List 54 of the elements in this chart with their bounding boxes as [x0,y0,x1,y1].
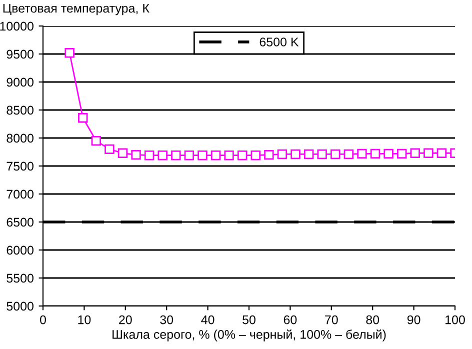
y-tick-label: 8500 [6,106,34,115]
x-tick-label: 20 [119,315,132,324]
x-tick-label: 100 [446,315,465,324]
x-tick-label: 50 [242,315,256,324]
point [78,112,88,123]
x-tick-label: 0 [40,315,46,324]
point [250,150,260,160]
point [424,148,434,158]
point [304,149,314,160]
point [91,136,102,146]
point [357,148,367,159]
point [330,149,340,160]
point [396,148,407,159]
y-tick-label: 5500 [6,274,34,283]
point [436,148,447,158]
x-tick-label: 30 [160,315,174,324]
y-tick-label: 5000 [6,302,34,311]
point [118,148,128,158]
point [317,149,327,160]
x-tick-label: 10 [78,315,91,324]
point [210,150,221,160]
point [158,150,168,160]
legend-label: 6500 K [260,38,299,46]
point [238,150,248,160]
x-tick-label: 40 [201,315,214,324]
y-tick-label: 7500 [6,162,34,171]
y-tick-label: 9000 [6,78,34,87]
x-axis-title: Шкала серого, % (0% – черный, 100% – белый) [112,329,386,342]
x-tick-label: 90 [407,315,420,324]
x-tick-label: 60 [284,315,297,324]
y-tick-label: 7000 [6,190,34,199]
point [144,150,154,160]
x-tick-label: 80 [366,315,380,324]
point [370,148,380,159]
point [131,150,141,160]
point [224,150,234,160]
point [64,48,74,58]
point [171,150,181,160]
y-tick-label: 10000 [0,22,34,31]
point [198,150,208,160]
point [290,149,300,160]
point [277,149,288,160]
x-tick-label: 70 [325,315,338,324]
y-tick-label: 8000 [6,134,34,143]
point [344,149,354,160]
point [104,144,114,154]
point [184,150,194,160]
point [264,150,274,160]
y-tick-label: 6500 [6,218,34,227]
y-axis-title: Цветовая температура, К [3,4,150,16]
point [384,148,394,159]
point [410,148,420,158]
y-tick-label: 6000 [6,246,34,255]
y-tick-label: 9500 [6,50,34,59]
